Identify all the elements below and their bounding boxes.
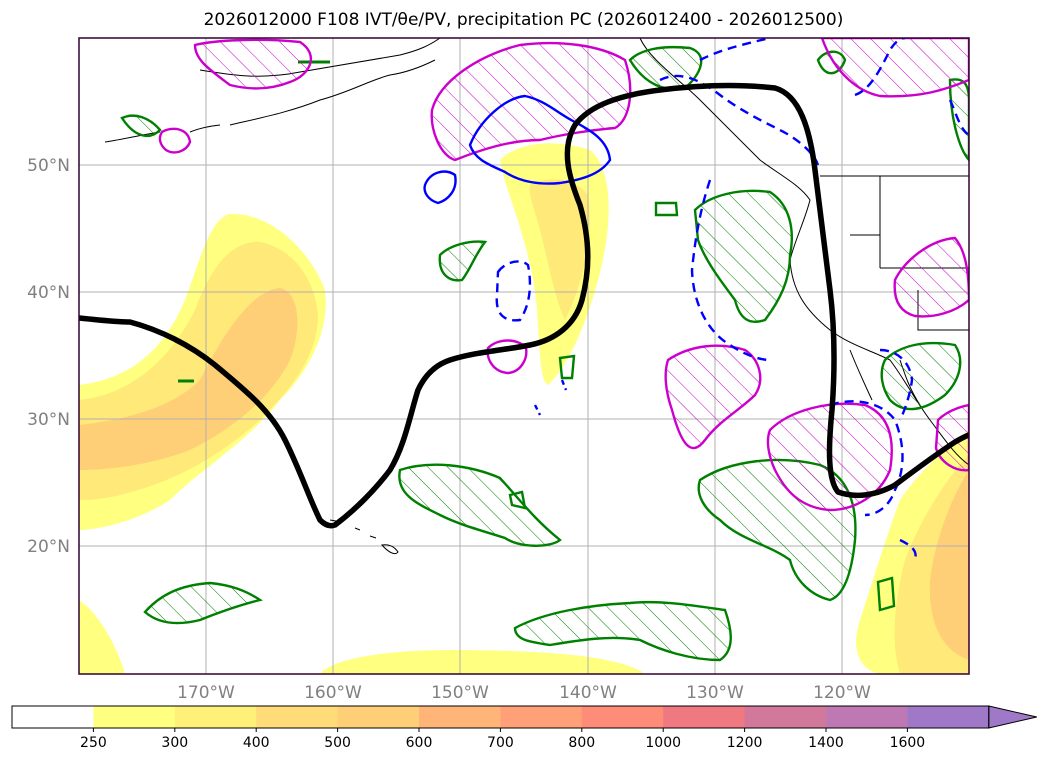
colorbar-tick-label: 250	[80, 735, 107, 751]
lon-label-120w: 120°W	[813, 683, 871, 703]
colorbar-segment	[581, 706, 664, 728]
ivt-fill-west-high	[79, 288, 298, 470]
pv-negative-dashed-coast	[690, 179, 771, 362]
pv-positive-eastpacific	[664, 344, 762, 449]
precip-area-mexico	[880, 341, 962, 411]
pv-negative-solid-1	[468, 94, 612, 185]
precip-area-hawaii-north	[398, 463, 562, 547]
pv-positive-north-west	[193, 38, 312, 90]
pv-positive-mexico-east	[934, 403, 969, 472]
lat-label-50n: 50°N	[27, 156, 70, 176]
ivt-shading	[79, 143, 969, 674]
precip-area-southwest	[143, 581, 263, 625]
colorbar-tick-label: 1400	[808, 735, 844, 751]
colorbar-segment	[174, 706, 257, 728]
colorbar-segment	[744, 706, 827, 728]
colorbar-segment	[826, 706, 908, 728]
colorbar-tick-label: 700	[487, 735, 514, 751]
precip-area-small-1	[654, 201, 679, 217]
precip-area-central	[438, 240, 488, 282]
precip-area-small-3	[876, 576, 896, 612]
ivt-fill-central-mid	[529, 179, 590, 320]
colorbar-tick-label: 800	[568, 735, 595, 751]
pv-negative-solid-2	[423, 170, 457, 205]
lat-label-40n: 40°N	[27, 283, 70, 303]
precip-area-westcoast	[693, 189, 793, 323]
pv-negative-dashed-mexico	[829, 400, 904, 517]
colorbar-extend-arrow	[988, 705, 1037, 729]
ivt-fill-southeast-high	[929, 470, 969, 660]
colorbar-segment	[337, 706, 420, 728]
colorbar-tick-label: 1000	[645, 735, 681, 751]
colorbar-tick-label: 400	[243, 735, 270, 751]
colorbar-segment	[12, 706, 94, 728]
pv-negative-dashed-central	[495, 260, 532, 322]
precip-area-small-2	[558, 354, 576, 380]
latitude-labels: 50°N 40°N 30°N 20°N	[27, 156, 70, 557]
lon-label-130w: 130°W	[686, 683, 744, 703]
lon-label-140w: 140°W	[559, 683, 617, 703]
coastline-alaska	[104, 38, 441, 143]
pv-negative-dashed-tropics	[879, 348, 917, 561]
pv-positive-small-1	[486, 339, 528, 375]
lon-label-170w: 170°W	[177, 683, 235, 703]
lat-label-30n: 30°N	[27, 410, 70, 430]
colorbar-tick-label: 600	[406, 735, 433, 751]
colorbar-tick-label: 300	[161, 735, 188, 751]
precip-area-northwest	[120, 114, 162, 138]
colorbar-segment	[500, 706, 583, 728]
ivt-fill-southwest	[79, 600, 125, 674]
lon-label-150w: 150°W	[431, 683, 489, 703]
lat-label-20n: 20°N	[27, 537, 70, 557]
colorbar-segment	[256, 706, 339, 728]
precip-area-small-4	[508, 490, 527, 510]
precip-area-south	[513, 600, 732, 662]
colorbar-tick-label: 1600	[890, 735, 926, 751]
pv-negative-dashed-alaska	[659, 38, 820, 166]
colorbar: 250 300 400 500 600 700 800 1000 1200 1400 1600	[11, 705, 1037, 751]
pv-positive-small-2	[158, 127, 192, 154]
precip-area-alaska	[628, 45, 703, 91]
lon-label-160w: 160°W	[304, 683, 362, 703]
colorbar-segment	[419, 706, 501, 728]
theta-e-contour	[79, 82, 969, 529]
pv-positive-contours	[158, 38, 969, 512]
pv-negative-dashed-north	[854, 38, 969, 137]
ivt-fill-south	[320, 650, 645, 674]
pv-positive-northeast	[820, 38, 969, 98]
pv-negative-contours	[423, 38, 969, 561]
pv-positive-north-central	[430, 41, 632, 162]
colorbar-segment	[93, 706, 176, 728]
map-title: 2026012000 F108 IVT/θe/PV, precipitation…	[203, 10, 844, 30]
longitude-labels: 170°W 160°W 150°W 140°W 130°W 120°W	[177, 683, 871, 703]
colorbar-tick-label: 500	[324, 735, 351, 751]
colorbar-segment	[907, 706, 990, 728]
colorbar-segment	[663, 706, 746, 728]
colorbar-tick-label: 1200	[727, 735, 763, 751]
map-frame	[78, 37, 970, 675]
pv-negative-dashed-small	[533, 379, 568, 416]
